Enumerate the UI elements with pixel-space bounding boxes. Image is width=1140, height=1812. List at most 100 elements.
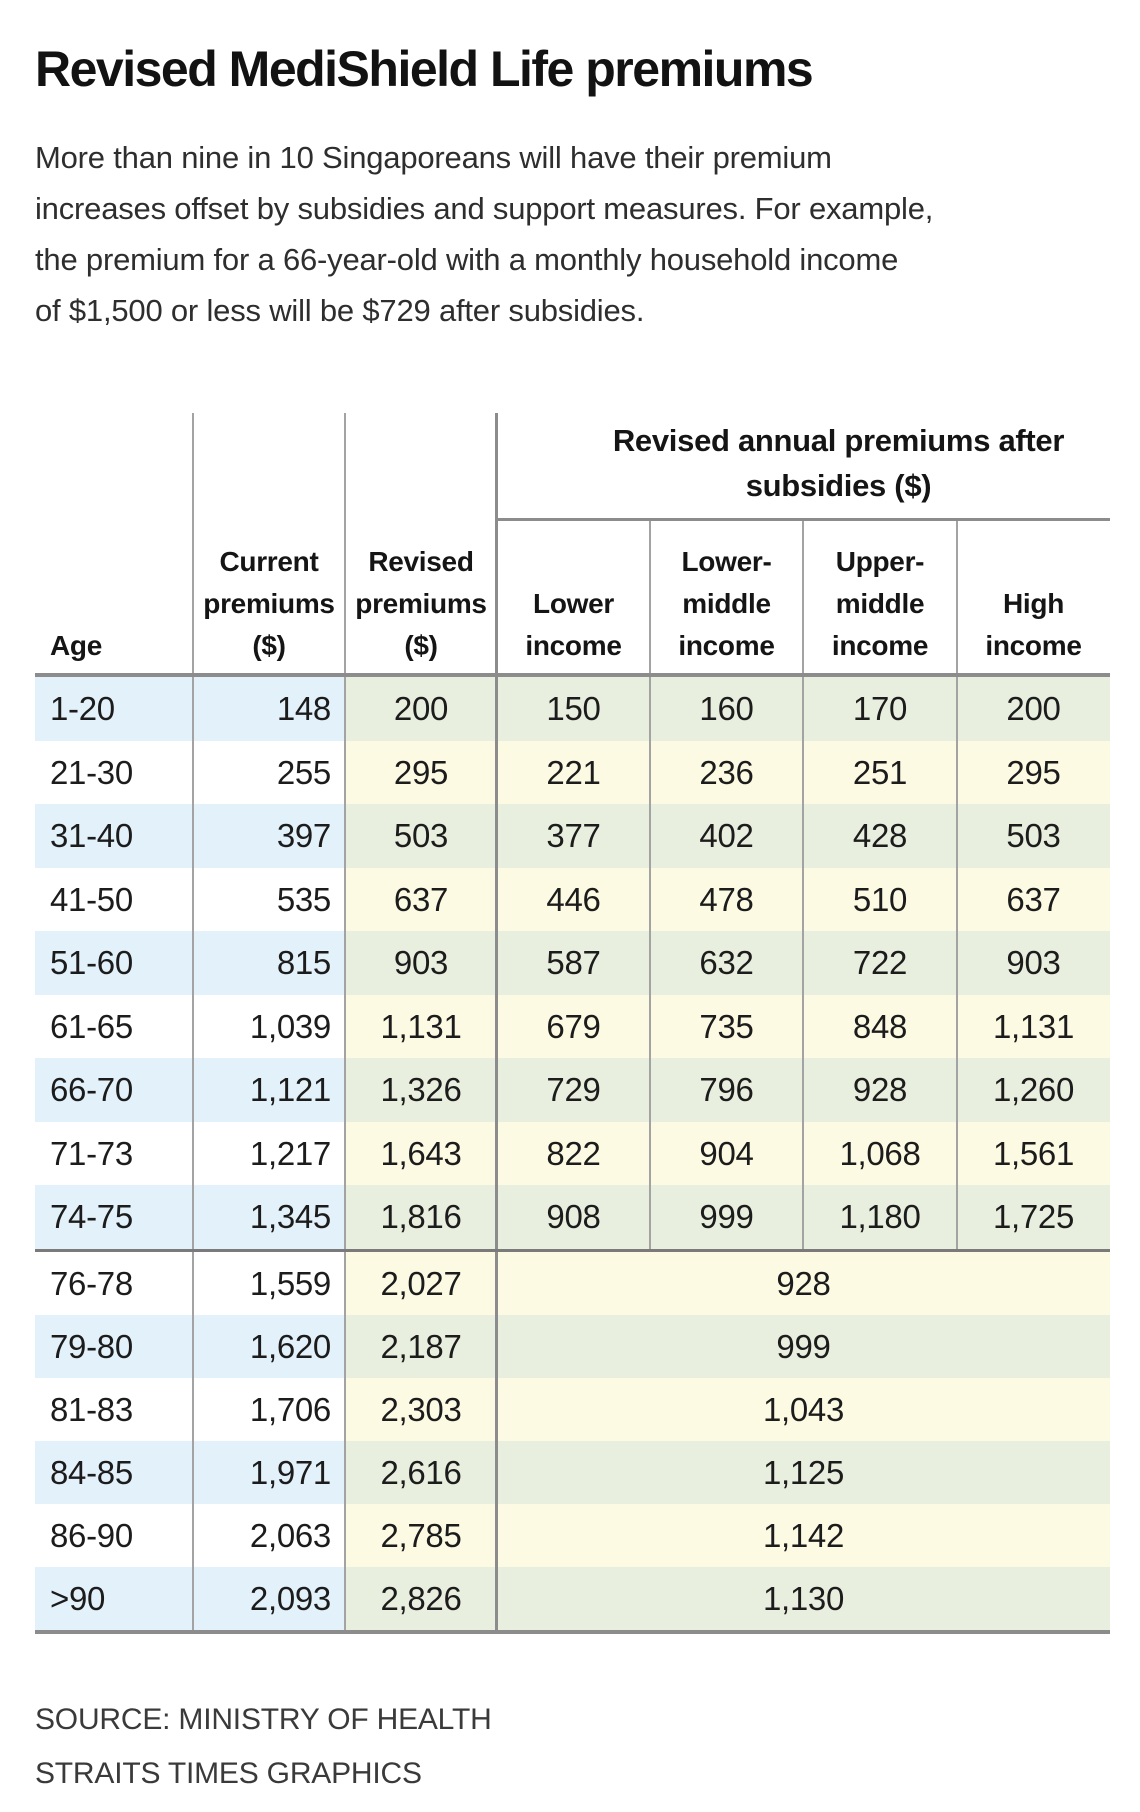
- source-line: SOURCE: MINISTRY OF HEALTH: [35, 1703, 492, 1736]
- column-header: Revised premiums ($): [345, 490, 497, 667]
- column-divider: [344, 413, 346, 1634]
- intro-line: the premium for a 66-year-old with a mon…: [35, 242, 899, 277]
- table-cell: 2,616: [380, 1454, 462, 1491]
- row-label: 74-75: [50, 1198, 133, 1235]
- row-label: 51-60: [50, 944, 133, 981]
- column-header-line: income: [678, 630, 775, 661]
- row-background: [35, 1504, 345, 1567]
- row-background: [35, 1567, 345, 1630]
- row-background: [35, 1315, 345, 1378]
- row-label: 86-90: [50, 1517, 133, 1554]
- column-header-line: ($): [404, 630, 438, 661]
- row-label: 1-20: [50, 690, 115, 727]
- row-background: [345, 804, 1110, 868]
- column-header-line: Upper-: [835, 546, 925, 577]
- table-cell: 478: [699, 880, 754, 918]
- row-background: [35, 1378, 345, 1441]
- column-header: Age: [35, 490, 193, 667]
- table-cell: 722: [852, 944, 908, 981]
- merged-subsidy-cell: 928: [776, 1265, 831, 1302]
- row-label: 76-78: [50, 1265, 133, 1302]
- header-rule: [35, 673, 1110, 677]
- row-label: 66-70: [50, 1071, 133, 1108]
- table-cell: 2,093: [249, 1580, 331, 1617]
- table-cell: 255: [276, 753, 331, 791]
- column-divider: [956, 521, 958, 1249]
- table-bottom-rule: [35, 1630, 1110, 1634]
- table-cell: 1,121: [249, 1071, 331, 1108]
- row-label: 71-73: [50, 1134, 133, 1172]
- table-cell: 1,971: [249, 1454, 331, 1491]
- intro-line: More than nine in 10 Singaporeans will h…: [35, 140, 832, 175]
- table-cell: 170: [852, 690, 908, 727]
- merged-subsidy-cell: 1,043: [762, 1391, 845, 1428]
- column-header: Lower income: [497, 490, 650, 667]
- row-background: [35, 1058, 345, 1122]
- table-cell: 295: [1006, 753, 1061, 791]
- column-header: Lower-middle income: [650, 490, 803, 667]
- row-label: 31-40: [50, 817, 133, 854]
- table-cell: 2,785: [380, 1517, 462, 1554]
- row-label: 41-50: [50, 880, 133, 918]
- table-cell: 397: [276, 817, 331, 854]
- table-cell: 928: [852, 1071, 908, 1108]
- table-cell: 1,706: [249, 1391, 331, 1428]
- row-background: [345, 1315, 1110, 1378]
- column-divider: [495, 413, 498, 1634]
- column-divider: [192, 413, 194, 1634]
- row-background: [35, 1185, 345, 1249]
- row-background: [35, 867, 345, 931]
- column-header-line: Age: [50, 630, 102, 661]
- table-cell: 1,326: [380, 1071, 462, 1108]
- table-cell: 637: [1006, 880, 1061, 918]
- table-cell: 150: [546, 690, 601, 727]
- table-cell: 1,559: [249, 1265, 331, 1302]
- intro-paragraph: More than nine in 10 Singaporeans will h…: [35, 132, 1115, 336]
- table-cell: 2,187: [380, 1328, 462, 1365]
- table-cell: 848: [852, 1007, 908, 1045]
- table-cell: 1,131: [380, 1007, 462, 1045]
- table-cell: 679: [546, 1007, 601, 1045]
- row-label: 79-80: [50, 1328, 133, 1365]
- row-background: [345, 1058, 1110, 1122]
- table-cell: 637: [393, 880, 449, 918]
- page-title: Revised MediShield Life premiums: [35, 41, 814, 97]
- table-cell: 815: [276, 944, 331, 981]
- table-cell: 1,260: [992, 1071, 1075, 1108]
- table-cell: 587: [546, 944, 601, 981]
- row-background: [35, 994, 345, 1058]
- table-cell: 295: [393, 753, 449, 791]
- section-divider: [35, 1249, 1110, 1252]
- table-cell: 1,131: [992, 1007, 1075, 1045]
- table-cell: 503: [1006, 817, 1061, 854]
- column-header-line: Current: [219, 546, 319, 577]
- source-credit: SOURCE: MINISTRY OF HEALTH STRAITS TIMES…: [35, 1693, 935, 1801]
- table-cell: 1,039: [249, 1007, 331, 1045]
- column-divider: [802, 521, 804, 1249]
- column-header-line: Lower-: [681, 546, 772, 577]
- column-header-line: middle: [835, 588, 925, 619]
- row-background: [35, 1121, 345, 1185]
- row-label: 61-65: [50, 1007, 133, 1045]
- row-background: [345, 994, 1110, 1058]
- table-cell: 999: [699, 1198, 754, 1235]
- table-group-header: Revised annual premiums after subsidies …: [532, 418, 1140, 508]
- table-cell: 735: [699, 1007, 754, 1045]
- row-background: [35, 804, 345, 868]
- merged-subsidy-cell: 1,142: [762, 1517, 845, 1554]
- table-cell: 2,826: [380, 1580, 462, 1617]
- group-header-line: subsidies ($): [745, 468, 932, 503]
- table-cell: 1,180: [839, 1198, 921, 1235]
- column-header: Upper-middle income: [803, 490, 957, 667]
- column-header: High income: [957, 490, 1110, 667]
- column-header-line: income: [831, 630, 929, 661]
- table-cell: 1,816: [380, 1198, 462, 1235]
- row-background: [345, 1185, 1110, 1249]
- merged-subsidy-cell: 1,125: [762, 1454, 845, 1491]
- intro-line: increases offset by subsidies and suppor…: [35, 191, 934, 226]
- row-background: [345, 1121, 1110, 1185]
- table-cell: 729: [546, 1071, 601, 1108]
- intro-line: of $1,500 or less will be $729 after sub…: [35, 293, 645, 328]
- table-cell: 236: [699, 753, 754, 791]
